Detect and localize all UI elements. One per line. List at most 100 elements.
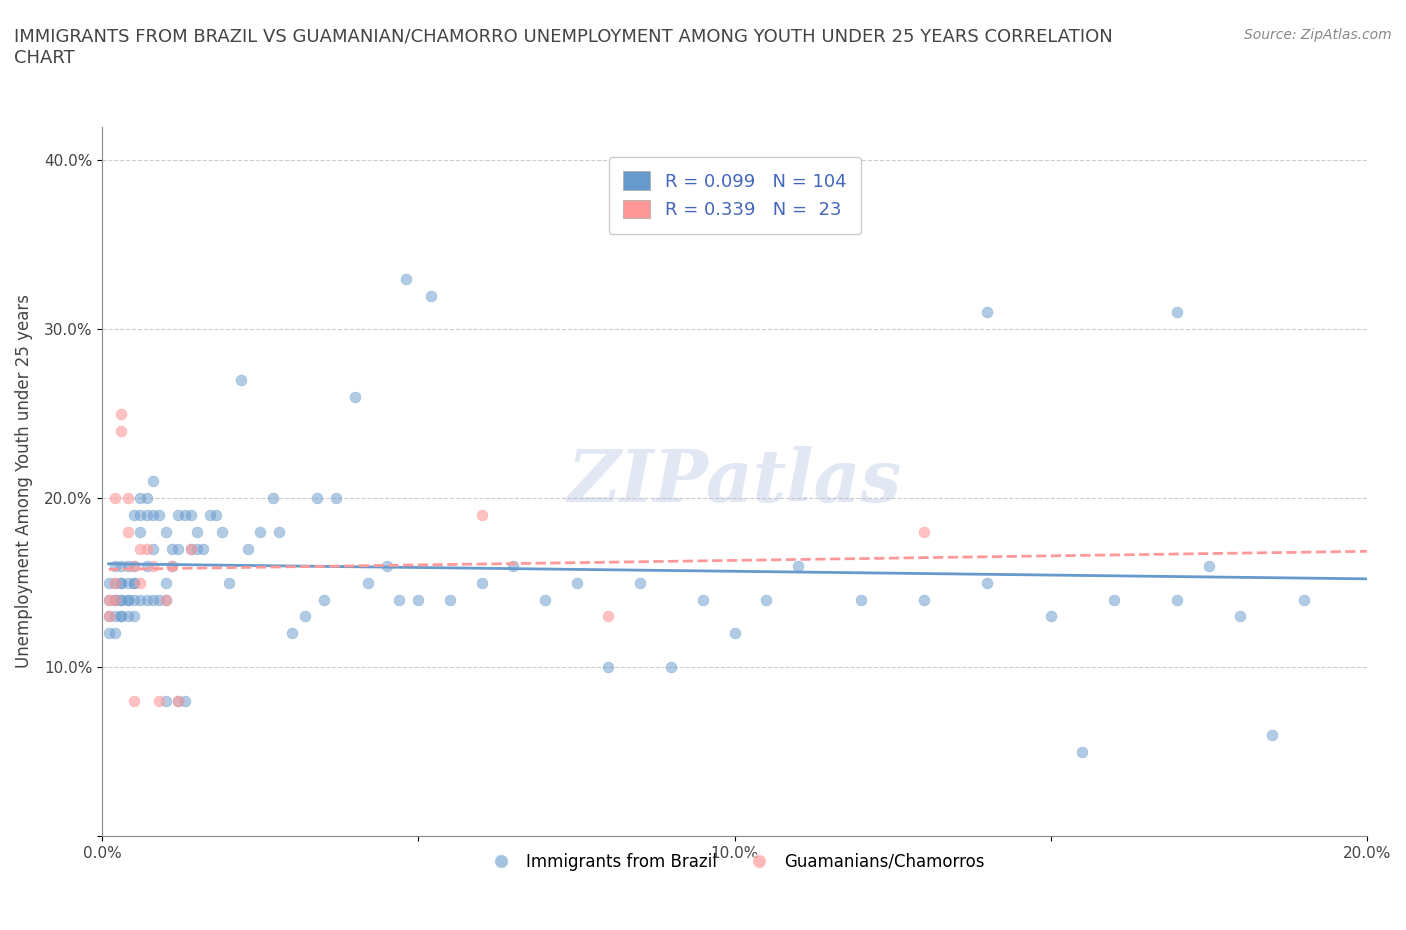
Point <box>122 508 145 523</box>
Point <box>155 576 177 591</box>
Point <box>1292 592 1315 607</box>
Point <box>122 609 145 624</box>
Point <box>173 508 195 523</box>
Point <box>97 626 120 641</box>
Point <box>110 576 132 591</box>
Point <box>307 491 329 506</box>
Point <box>110 592 132 607</box>
Point <box>97 609 120 624</box>
Point <box>142 558 165 573</box>
Point <box>110 592 132 607</box>
Point <box>104 558 127 573</box>
Point <box>471 576 494 591</box>
Point <box>135 558 157 573</box>
Point <box>135 592 157 607</box>
Point <box>104 592 127 607</box>
Point <box>97 592 120 607</box>
Point <box>1229 609 1251 624</box>
Point <box>104 592 127 607</box>
Point <box>534 592 557 607</box>
Point <box>104 491 127 506</box>
Point <box>236 541 259 556</box>
Point <box>1198 558 1220 573</box>
Point <box>231 373 253 388</box>
Point <box>180 541 202 556</box>
Point <box>122 694 145 709</box>
Point <box>628 576 651 591</box>
Point <box>312 592 335 607</box>
Point <box>117 525 139 539</box>
Point <box>129 576 152 591</box>
Point <box>117 592 139 607</box>
Point <box>117 609 139 624</box>
Point <box>218 576 240 591</box>
Point <box>395 272 418 286</box>
Point <box>269 525 291 539</box>
Point <box>97 576 120 591</box>
Point <box>344 390 367 405</box>
Point <box>193 541 215 556</box>
Point <box>408 592 430 607</box>
Point <box>117 592 139 607</box>
Point <box>117 558 139 573</box>
Point <box>142 474 165 489</box>
Point <box>129 592 152 607</box>
Point <box>167 694 190 709</box>
Point <box>502 558 524 573</box>
Point <box>117 491 139 506</box>
Point <box>723 626 745 641</box>
Point <box>110 609 132 624</box>
Point <box>148 508 170 523</box>
Point <box>598 659 620 674</box>
Point <box>167 694 190 709</box>
Legend: Immigrants from Brazil, Guamanians/Chamorros: Immigrants from Brazil, Guamanians/Chamo… <box>478 846 991 877</box>
Point <box>104 576 127 591</box>
Point <box>135 491 157 506</box>
Point <box>104 626 127 641</box>
Point <box>135 508 157 523</box>
Point <box>1261 727 1284 742</box>
Point <box>110 406 132 421</box>
Point <box>186 541 208 556</box>
Point <box>155 592 177 607</box>
Point <box>129 491 152 506</box>
Point <box>142 541 165 556</box>
Point <box>122 592 145 607</box>
Point <box>160 541 183 556</box>
Point <box>180 541 202 556</box>
Point <box>148 592 170 607</box>
Point <box>155 525 177 539</box>
Point <box>471 508 494 523</box>
Point <box>129 541 152 556</box>
Point <box>160 558 183 573</box>
Point <box>205 508 228 523</box>
Point <box>122 558 145 573</box>
Text: IMMIGRANTS FROM BRAZIL VS GUAMANIAN/CHAMORRO UNEMPLOYMENT AMONG YOUTH UNDER 25 Y: IMMIGRANTS FROM BRAZIL VS GUAMANIAN/CHAM… <box>14 28 1112 67</box>
Point <box>110 423 132 438</box>
Point <box>122 576 145 591</box>
Point <box>104 592 127 607</box>
Point <box>186 525 208 539</box>
Point <box>198 508 221 523</box>
Point <box>420 288 443 303</box>
Point <box>104 609 127 624</box>
Point <box>117 576 139 591</box>
Point <box>375 558 398 573</box>
Point <box>180 508 202 523</box>
Point <box>439 592 461 607</box>
Point <box>659 659 682 674</box>
Point <box>325 491 347 506</box>
Point <box>142 592 165 607</box>
Point <box>129 525 152 539</box>
Point <box>912 525 935 539</box>
Point <box>249 525 271 539</box>
Point <box>598 609 620 624</box>
Y-axis label: Unemployment Among Youth under 25 years: Unemployment Among Youth under 25 years <box>15 294 32 669</box>
Point <box>97 609 120 624</box>
Point <box>129 508 152 523</box>
Point <box>142 508 165 523</box>
Point <box>388 592 411 607</box>
Point <box>1039 609 1062 624</box>
Point <box>755 592 778 607</box>
Point <box>692 592 714 607</box>
